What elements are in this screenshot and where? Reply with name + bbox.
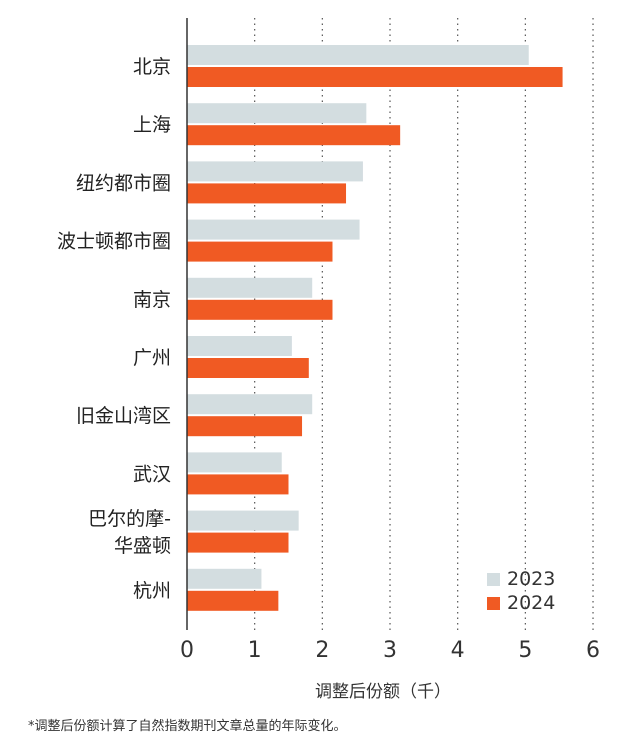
x-tick-label: 1 [248,638,262,663]
x-tick-label: 5 [518,638,532,663]
bar-2024 [187,67,563,87]
category-label: 纽约都市圈 [76,172,171,194]
category-label: 南京 [133,289,171,311]
bar-2023 [187,394,313,415]
bar-2024 [187,358,309,378]
category-label: 华盛顿 [114,535,171,557]
bar-2024 [187,299,333,320]
bar-2023 [187,103,367,124]
bar-2024 [187,416,303,437]
category-label: 波士顿都市圈 [57,231,171,253]
x-tick-label: 2 [315,638,329,663]
legend-label: 2024 [507,592,555,614]
bar-2024 [187,474,289,495]
bar-2023 [187,510,299,531]
bar-2023 [187,336,292,356]
category-label: 北京 [133,56,171,78]
bar-2024 [187,532,289,553]
bar-2023 [187,45,529,65]
category-label: 旧金山湾区 [76,405,171,427]
x-tick-label: 6 [586,638,600,663]
x-axis-label: 调整后份额（千） [315,682,451,702]
bar-2023 [187,219,360,240]
category-label: 上海 [133,114,171,136]
bar-2023 [187,568,262,589]
legend-swatch [487,597,500,610]
category-label: 巴尔的摩- [88,508,171,530]
x-tick-label: 0 [180,638,194,663]
bars [187,45,563,611]
bar-2024 [187,241,333,262]
x-tick-label: 4 [451,638,465,663]
category-label: 广州 [133,347,171,369]
legend-swatch [487,573,500,586]
bar-2023 [187,277,313,298]
bar-2023 [187,452,282,473]
legend-label: 2023 [507,568,555,590]
category-label: 武汉 [133,463,171,485]
x-tick-label: 3 [383,638,397,663]
bar-2024 [187,183,347,204]
bar-2023 [187,161,363,182]
x-tick-labels: 0 1 2 3 4 5 6 [180,638,600,663]
bar-2024 [187,590,279,611]
footnote: *调整后份额计算了自然指数期刊文章总量的年际变化。 [28,718,347,734]
bar-2024 [187,125,401,146]
category-label: 杭州 [133,580,171,602]
